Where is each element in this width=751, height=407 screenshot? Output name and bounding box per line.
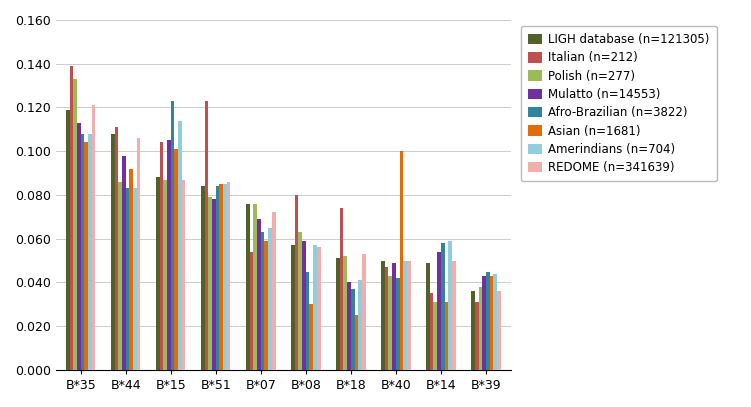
Bar	[306, 271, 309, 370]
Bar	[272, 212, 276, 370]
Bar	[426, 263, 430, 370]
Bar	[182, 179, 185, 370]
Bar	[156, 177, 160, 370]
Bar	[122, 155, 125, 370]
Bar	[129, 169, 133, 370]
Bar	[385, 267, 388, 370]
Bar	[445, 302, 448, 370]
Bar	[497, 291, 501, 370]
Bar	[309, 304, 313, 370]
Bar	[125, 188, 129, 370]
Bar	[362, 254, 366, 370]
Bar	[471, 291, 475, 370]
Bar	[66, 109, 70, 370]
Bar	[486, 271, 490, 370]
Bar	[84, 142, 88, 370]
Bar	[80, 134, 84, 370]
Bar	[133, 188, 137, 370]
Bar	[478, 287, 482, 370]
Bar	[392, 263, 396, 370]
Bar	[351, 289, 354, 370]
Bar	[298, 232, 302, 370]
Bar	[302, 241, 306, 370]
Bar	[264, 241, 268, 370]
Bar	[253, 204, 257, 370]
Bar	[396, 278, 400, 370]
Bar	[178, 120, 182, 370]
Bar	[339, 208, 343, 370]
Bar	[118, 182, 122, 370]
Bar	[475, 302, 478, 370]
Bar	[381, 260, 385, 370]
Legend: LIGH database (n=121305), Italian (n=212), Polish (n=277), Mulatto (n=14553), Af: LIGH database (n=121305), Italian (n=212…	[521, 26, 716, 181]
Bar	[336, 258, 339, 370]
Bar	[70, 66, 74, 370]
Bar	[343, 256, 347, 370]
Bar	[77, 123, 80, 370]
Bar	[216, 186, 219, 370]
Bar	[163, 179, 167, 370]
Bar	[313, 245, 317, 370]
Bar	[174, 149, 178, 370]
Bar	[291, 245, 294, 370]
Bar	[400, 151, 403, 370]
Bar	[482, 276, 486, 370]
Bar	[88, 134, 92, 370]
Bar	[388, 276, 392, 370]
Bar	[167, 140, 170, 370]
Bar	[261, 232, 264, 370]
Bar	[268, 228, 272, 370]
Bar	[219, 184, 223, 370]
Bar	[358, 280, 362, 370]
Bar	[493, 274, 497, 370]
Bar	[160, 142, 163, 370]
Bar	[294, 195, 298, 370]
Bar	[407, 260, 411, 370]
Bar	[347, 282, 351, 370]
Bar	[208, 197, 212, 370]
Bar	[257, 219, 261, 370]
Bar	[212, 199, 216, 370]
Bar	[441, 243, 445, 370]
Bar	[433, 302, 437, 370]
Bar	[246, 204, 249, 370]
Bar	[452, 260, 456, 370]
Bar	[249, 252, 253, 370]
Bar	[317, 247, 321, 370]
Bar	[223, 184, 227, 370]
Bar	[403, 260, 407, 370]
Bar	[201, 186, 204, 370]
Bar	[437, 252, 441, 370]
Bar	[354, 315, 358, 370]
Bar	[111, 134, 115, 370]
Bar	[92, 105, 95, 370]
Bar	[448, 241, 452, 370]
Bar	[170, 101, 174, 370]
Bar	[137, 138, 140, 370]
Bar	[115, 127, 118, 370]
Bar	[430, 293, 433, 370]
Bar	[490, 276, 493, 370]
Bar	[227, 182, 231, 370]
Bar	[74, 79, 77, 370]
Bar	[204, 101, 208, 370]
